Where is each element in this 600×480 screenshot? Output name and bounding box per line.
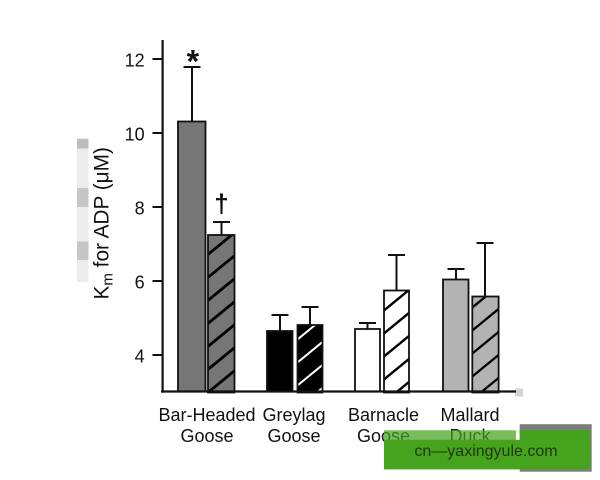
- svg-text:Barnacle: Barnacle: [348, 405, 419, 425]
- svg-text:10: 10: [125, 125, 145, 145]
- svg-text:12: 12: [125, 51, 145, 71]
- svg-text:Km for ADP (μM): Km for ADP (μM): [91, 147, 117, 299]
- svg-text:Bar-Headed: Bar-Headed: [158, 405, 255, 425]
- svg-text:*: *: [187, 44, 200, 80]
- svg-text:Greylag: Greylag: [262, 405, 325, 425]
- svg-text:8: 8: [135, 199, 145, 219]
- svg-text:†: †: [214, 189, 228, 219]
- svg-text:cn—yaxingyule.com: cn—yaxingyule.com: [414, 443, 557, 460]
- svg-text:4: 4: [135, 347, 145, 367]
- svg-text:Goose: Goose: [267, 426, 320, 446]
- svg-text:Goose: Goose: [180, 426, 233, 446]
- svg-text:6: 6: [135, 273, 145, 293]
- svg-text:Mallard: Mallard: [440, 405, 499, 425]
